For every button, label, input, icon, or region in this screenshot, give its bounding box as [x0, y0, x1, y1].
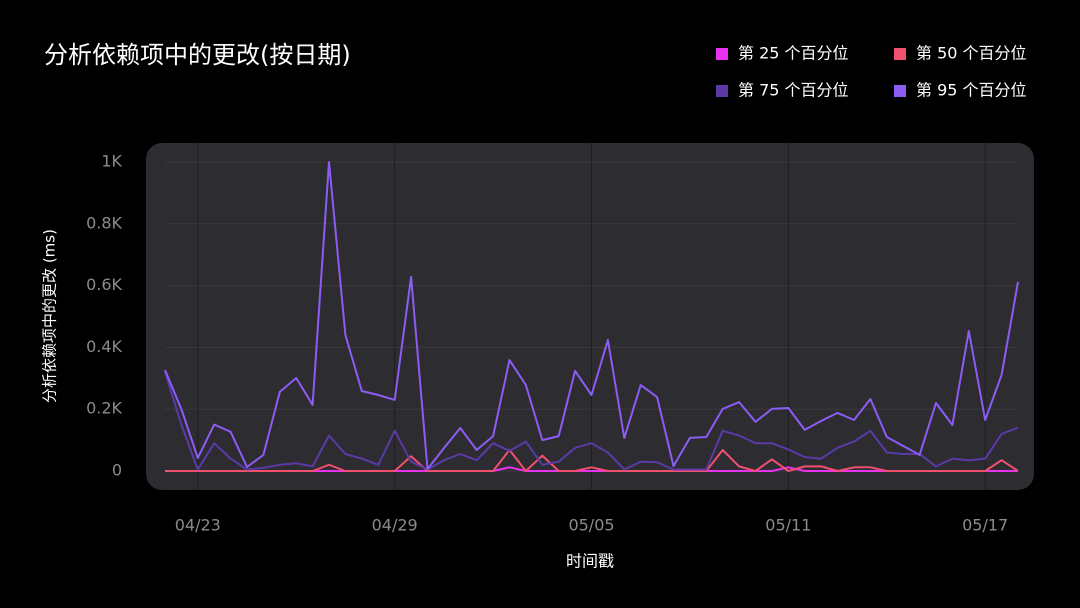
legend-swatch	[716, 85, 728, 97]
y-axis-label: 分析依赖项中的更改 (ms)	[41, 229, 59, 403]
legend-swatch	[894, 85, 906, 97]
x-tick-label: 04/23	[175, 516, 221, 535]
y-tick-label: 0.8K	[86, 213, 122, 232]
series-line	[164, 371, 1019, 471]
y-tick-label: 0.4K	[86, 337, 122, 356]
legend-label: 第 75 个百分位	[738, 81, 849, 100]
series-line	[165, 449, 1019, 472]
legend-swatch	[894, 48, 906, 60]
legend-label: 第 50 个百分位	[916, 44, 1027, 63]
legend-label: 第 95 个百分位	[916, 81, 1027, 100]
legend-swatch	[716, 48, 728, 60]
legend-label: 第 25 个百分位	[738, 44, 849, 63]
x-tick-label: 04/29	[372, 516, 418, 535]
y-tick-label: 1K	[101, 152, 122, 171]
y-tick-label: 0.6K	[86, 275, 122, 294]
x-tick-label: 05/05	[568, 516, 614, 535]
series-line	[164, 161, 1019, 471]
x-tick-label: 05/11	[765, 516, 811, 535]
y-tick-label: 0.2K	[86, 399, 122, 418]
x-tick-label: 05/17	[962, 516, 1008, 535]
y-tick-label: 0	[112, 461, 122, 480]
chart-title: 分析依赖项中的更改(按日期)	[44, 41, 351, 69]
x-axis-label: 时间戳	[566, 552, 614, 571]
plot-area	[146, 143, 1034, 490]
